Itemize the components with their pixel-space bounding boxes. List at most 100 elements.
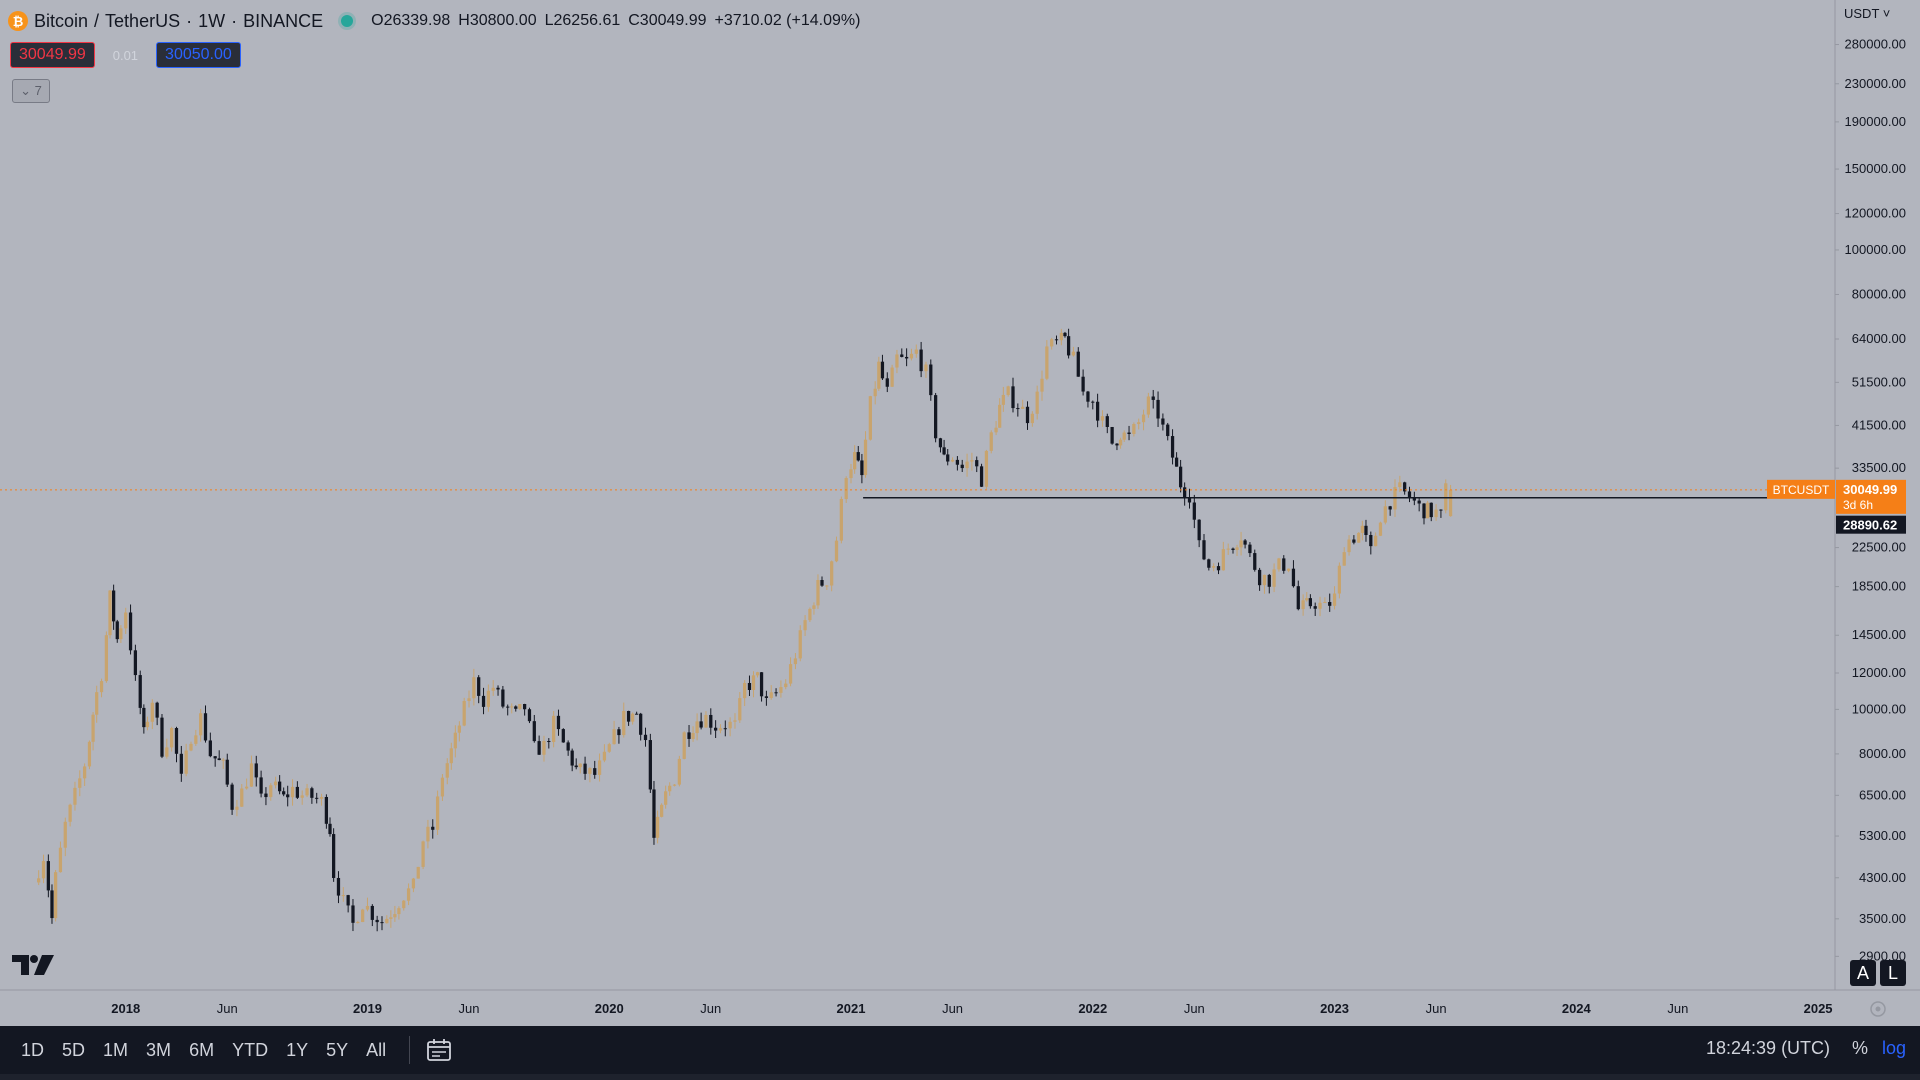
candle-body [597, 760, 602, 775]
candle-body [1257, 569, 1262, 586]
candle-body [315, 797, 319, 799]
log-scale-toggle[interactable]: log [1882, 1038, 1907, 1058]
candle-body [375, 919, 379, 923]
currency-selector[interactable]: USDT ˅ [1844, 6, 1891, 21]
candle-body [1328, 602, 1332, 606]
candle-body [1216, 566, 1221, 571]
plot-area[interactable] [0, 0, 1835, 990]
range-button-all[interactable]: All [366, 1039, 387, 1060]
range-button-6m[interactable]: 6M [189, 1039, 215, 1060]
calendar-icon[interactable] [422, 1035, 456, 1065]
candle-body [950, 459, 955, 462]
buy-button[interactable]: 30050.00 [156, 42, 241, 68]
candle-body [965, 461, 969, 469]
candle-body [165, 747, 169, 757]
time-tick-label: Jun [217, 1001, 238, 1016]
indicators-collapse-button[interactable]: ⌄ 7 [12, 79, 50, 103]
candle-body [1040, 378, 1044, 392]
candle-body [230, 784, 234, 810]
tradingview-logo-icon[interactable] [12, 953, 56, 982]
candle-body [1383, 506, 1387, 523]
price-tick-label: 51500.00 [1852, 374, 1906, 389]
candle-body [133, 650, 138, 676]
candle-body [1231, 548, 1235, 550]
quote-name[interactable]: TetherUS [105, 10, 181, 31]
high-value: 30800.00 [469, 12, 537, 29]
close-label: C [628, 12, 640, 29]
price-axis[interactable]: 280000.00 230000.00 190000.00 150000.00 1200… [1835, 37, 1906, 964]
candle-body [914, 349, 918, 354]
price-tick-label: 280000.00 [1845, 37, 1906, 52]
candle-body [472, 677, 476, 699]
candle-body [426, 826, 430, 842]
log-scale-button[interactable]: L [1880, 960, 1906, 986]
price-tick-label: 33500.00 [1852, 460, 1906, 475]
candle-body [682, 732, 686, 759]
candle-body [863, 439, 868, 476]
candle-body [365, 905, 370, 910]
interval-label[interactable]: 1W [198, 10, 226, 31]
range-button-1y[interactable]: 1Y [286, 1039, 309, 1060]
symbol-name[interactable]: Bitcoin [34, 10, 89, 31]
price-tick-label: 150000.00 [1845, 161, 1906, 176]
last-price-label: 30049.99 [1843, 482, 1897, 497]
open-value: 26339.98 [383, 12, 451, 29]
candle-body [305, 788, 309, 796]
range-button-3m[interactable]: 3M [146, 1039, 172, 1060]
candle-body [743, 682, 747, 699]
candle-body [1364, 525, 1368, 536]
market-status-icon[interactable] [341, 15, 354, 27]
settings-icon[interactable] [1870, 1001, 1886, 1017]
range-button-5y[interactable]: 5Y [326, 1039, 349, 1060]
price-tick-label: 22500.00 [1852, 540, 1906, 555]
candle-body [1183, 487, 1187, 498]
candle-body [1301, 600, 1305, 610]
candle-body [402, 900, 406, 909]
candle-body [435, 796, 440, 830]
candle-body [839, 499, 843, 541]
candle-body [1342, 552, 1346, 566]
candle-body [1076, 351, 1080, 377]
candle-body [687, 732, 691, 739]
range-button-1m[interactable]: 1M [103, 1039, 129, 1060]
candle-body [1016, 408, 1020, 410]
range-button-1d[interactable]: 1D [21, 1039, 45, 1060]
candle-body [63, 821, 67, 848]
auto-scale-button[interactable]: A [1850, 960, 1876, 986]
candle-body [1100, 416, 1105, 421]
candle-body [1286, 568, 1291, 571]
candle-body [1187, 497, 1192, 503]
candle-body [273, 781, 278, 786]
candle-body [213, 756, 217, 759]
candle-body [99, 681, 104, 693]
candle-body [1050, 339, 1054, 347]
range-button-5d[interactable]: 5D [62, 1039, 86, 1060]
percent-scale-button[interactable]: % [1852, 1038, 1869, 1058]
candle-body [324, 796, 329, 824]
candle-body [1407, 491, 1412, 498]
sell-button[interactable]: 30049.99 [10, 42, 95, 68]
candle-body [1352, 539, 1356, 543]
candle-body [290, 786, 295, 798]
price-chart[interactable]: 280000.00 230000.00 190000.00 150000.00 1200… [0, 0, 1920, 1026]
candle-body [1277, 558, 1281, 570]
high-label: H [458, 12, 470, 29]
candle-body [774, 692, 778, 694]
candle-body [1086, 391, 1090, 402]
candle-body [1127, 432, 1131, 434]
range-button-ytd[interactable]: YTD [232, 1039, 269, 1060]
candle-body [518, 703, 522, 709]
candle-body [788, 664, 793, 684]
candle-body [1021, 406, 1025, 409]
utc-clock[interactable]: 18:24:39 (UTC) [1706, 1038, 1831, 1058]
price-tick-label: 10000.00 [1852, 701, 1906, 716]
exchange-label[interactable]: BINANCE [243, 10, 324, 31]
symbol-legend[interactable]: ₿ Bitcoin / TetherUS · 1W · BINANCE O263… [8, 8, 860, 34]
candle-body [68, 804, 72, 822]
candle-body [979, 466, 984, 487]
time-tick-label: Jun [1426, 1001, 1447, 1016]
candle-body [1105, 416, 1109, 427]
time-axis[interactable]: 2018 Jun 2019 Jun 2020 Jun 2021 Jun 2022 Jun 2023 J… [111, 1001, 1832, 1016]
candle-body [1357, 532, 1361, 543]
